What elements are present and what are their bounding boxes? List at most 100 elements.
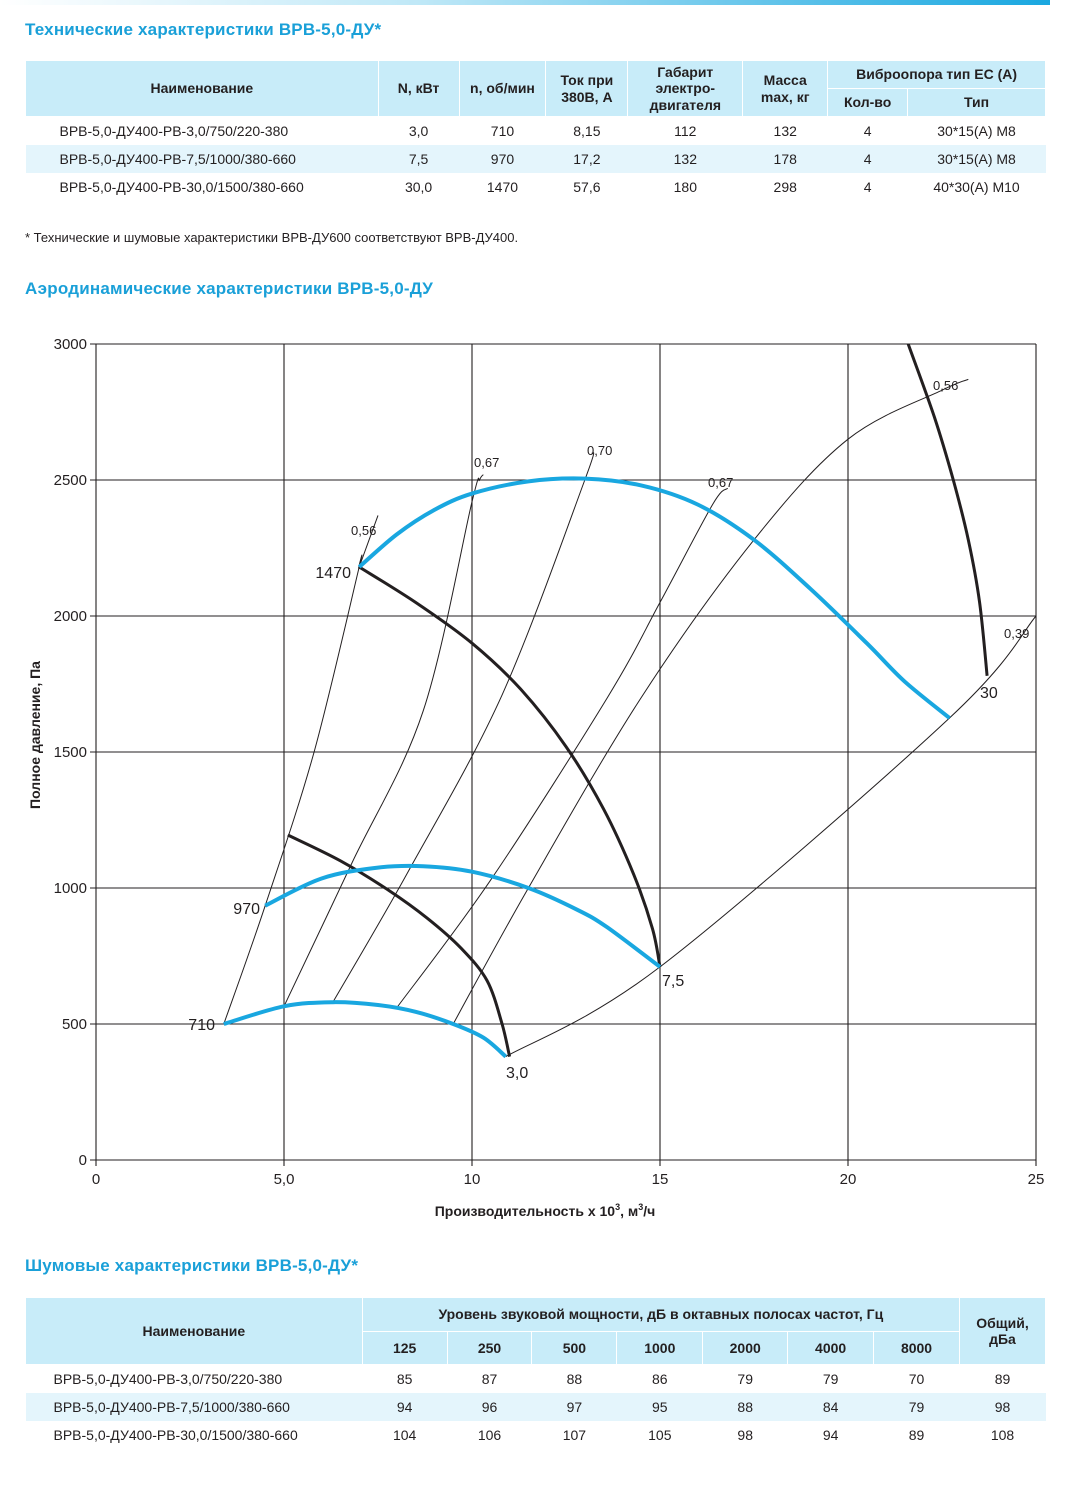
tech-header-current-line2: 380В, А [561, 88, 613, 105]
speed-curve [223, 1000, 508, 1059]
cell-125: 94 [362, 1392, 448, 1421]
cell-250: 87 [481, 1370, 498, 1387]
cell-mass: 298 [773, 178, 797, 195]
rpm-label-1470: 1470 [315, 565, 351, 582]
table-row: ВРВ-5,0-ДУ400-РВ-30,0/1500/380-660 104 1… [26, 1421, 1046, 1449]
cell-8000: 89 [908, 1426, 925, 1443]
noise-header-8000: 8000 [873, 1331, 960, 1365]
cell-qty: 4 [863, 178, 872, 195]
noise-header-2000: 2000 [702, 1331, 789, 1365]
efficiency-label-067b: 0,67 [708, 475, 733, 490]
x-axis-title-end: /ч [643, 1203, 655, 1219]
noise-header-total-line1: Общий, [976, 1314, 1029, 1331]
table-row: ВРВ-5,0-ДУ400-РВ-7,5/1000/380-660 94 96 … [25, 1392, 1046, 1421]
cell-power: 7,5 [378, 144, 460, 173]
noise-header-4000: 4000 [787, 1331, 875, 1365]
x-axis-title-unit: , м [620, 1203, 638, 1219]
efficiency-label-070: 0,70 [587, 443, 612, 458]
cell-1000: 95 [616, 1392, 703, 1421]
cell-size: 180 [673, 178, 697, 195]
rpm-label-710: 710 [188, 1017, 215, 1034]
table-row: ВРВ-5,0-ДУ400-РВ-30,0/1500/380-660 30,0 … [26, 173, 1046, 201]
y-tick-label: 1500 [54, 744, 87, 761]
noise-table: Наименование Уровень звуковой мощности, … [25, 1297, 1047, 1449]
cell-total: 89 [994, 1370, 1011, 1387]
axis-ticks: 0 5,0 10 15 20 25 0 500 1000 1500 2000 2500 3000 [54, 336, 1045, 1188]
y-tick-label: 0 [79, 1152, 87, 1169]
efficiency-label-056b: 0,56 [933, 378, 958, 393]
x-axis-title-main: Производительность х 10 [435, 1203, 616, 1219]
cell-125: 85 [396, 1370, 413, 1387]
tech-header-size-line2: электро- [655, 80, 716, 97]
chart-grid [90, 343, 1037, 1166]
cell-8000: 70 [908, 1370, 925, 1387]
speed-curve [264, 863, 662, 969]
cell-current: 17,2 [545, 144, 628, 173]
cell-500: 88 [566, 1370, 583, 1387]
cell-rpm: 710 [490, 122, 515, 139]
tech-header-mass-line1: Масса [763, 72, 807, 89]
power-curve [906, 343, 989, 676]
x-tick-label: 20 [840, 1171, 857, 1188]
y-tick-label: 500 [62, 1016, 87, 1033]
cell-name: ВРВ-5,0-ДУ400-РВ-30,0/1500/380-660 [53, 1426, 298, 1443]
x-axis-title: Производительность х 103, м3/ч [435, 1202, 656, 1219]
cell-mass: 178 [742, 144, 828, 173]
tech-header-mass-line2: max, кг [760, 88, 810, 105]
x-axis-title-sup2: 3 [638, 1202, 643, 1212]
cell-name: ВРВ-5,0-ДУ400-РВ-7,5/1000/380-660 [25, 1392, 363, 1421]
power-label-7-5: 7,5 [662, 973, 684, 990]
cell-name: ВРВ-5,0-ДУ400-РВ-30,0/1500/380-660 [59, 178, 304, 195]
tech-header-size-line1: Габарит [657, 64, 714, 81]
efficiency-line [396, 487, 729, 1008]
speed-curve [357, 476, 951, 720]
noise-header-total: Общий, дБа [958, 1297, 1047, 1365]
cell-size: 112 [674, 122, 697, 139]
efficiency-line [223, 515, 379, 1025]
cell-250: 106 [477, 1426, 502, 1443]
power-curve [358, 565, 662, 968]
cell-8000: 79 [873, 1392, 960, 1421]
cell-rpm: 1470 [486, 178, 519, 195]
tech-header-name: Наименование [25, 60, 379, 117]
x-tick-label: 25 [1028, 1171, 1045, 1188]
y-tick-label: 2000 [54, 608, 87, 625]
cell-1000: 105 [648, 1426, 672, 1443]
tech-header-rpm: n, об/мин [458, 60, 547, 117]
x-tick-label: 15 [652, 1171, 669, 1188]
tech-header-qty: Кол-во [827, 88, 909, 117]
efficiency-lines [223, 378, 1037, 1058]
noise-header-level: Уровень звуковой мощности, дБ в октавных… [361, 1297, 960, 1332]
x-tick-label: 10 [464, 1171, 481, 1188]
table-row: ВРВ-5,0-ДУ400-РВ-3,0/750/220-380 85 87 8… [26, 1365, 1046, 1393]
tech-header-power: N, кВт [377, 60, 460, 117]
cell-125: 104 [392, 1426, 417, 1443]
power-label-3: 3,0 [506, 1065, 528, 1082]
table-row: ВРВ-5,0-ДУ400-РВ-7,5/1000/380-660 7,5 97… [25, 144, 1046, 173]
y-axis-title: Полное давление, Па [27, 661, 43, 809]
tech-table: Наименование N, кВт n, об/мин Ток при 380… [25, 60, 1046, 201]
y-tick-label: 2500 [54, 472, 87, 489]
cell-500: 107 [562, 1426, 587, 1443]
noise-header-125: 125 [361, 1331, 448, 1365]
noise-header-name: Наименование [25, 1297, 363, 1365]
tech-header-size-line3: двигателя [649, 96, 722, 113]
cell-power: 30,0 [404, 178, 433, 195]
y-tick-label: 1000 [54, 880, 87, 897]
cell-total: 108 [990, 1426, 1015, 1443]
cell-name: ВРВ-5,0-ДУ400-РВ-3,0/750/220-380 [59, 122, 289, 139]
noise-header-250: 250 [446, 1331, 533, 1365]
noise-section-title: Шумовые характеристики ВРВ-5,0-ДУ* [25, 1256, 359, 1275]
top-accent-bar [0, 0, 1050, 5]
efficiency-line [505, 615, 1037, 1058]
cell-4000: 79 [822, 1370, 839, 1387]
speed-curves [223, 476, 951, 1059]
power-curve [287, 833, 512, 1057]
noise-header-total-line2: дБа [989, 1331, 1016, 1347]
cell-4000: 84 [787, 1392, 874, 1421]
cell-name: ВРВ-5,0-ДУ400-РВ-3,0/750/220-380 [53, 1370, 283, 1387]
cell-2000: 88 [702, 1392, 788, 1421]
cell-1000: 86 [652, 1370, 668, 1387]
cell-type: 30*15(А) М8 [907, 144, 1046, 173]
x-tick-label: 5,0 [274, 1171, 295, 1188]
